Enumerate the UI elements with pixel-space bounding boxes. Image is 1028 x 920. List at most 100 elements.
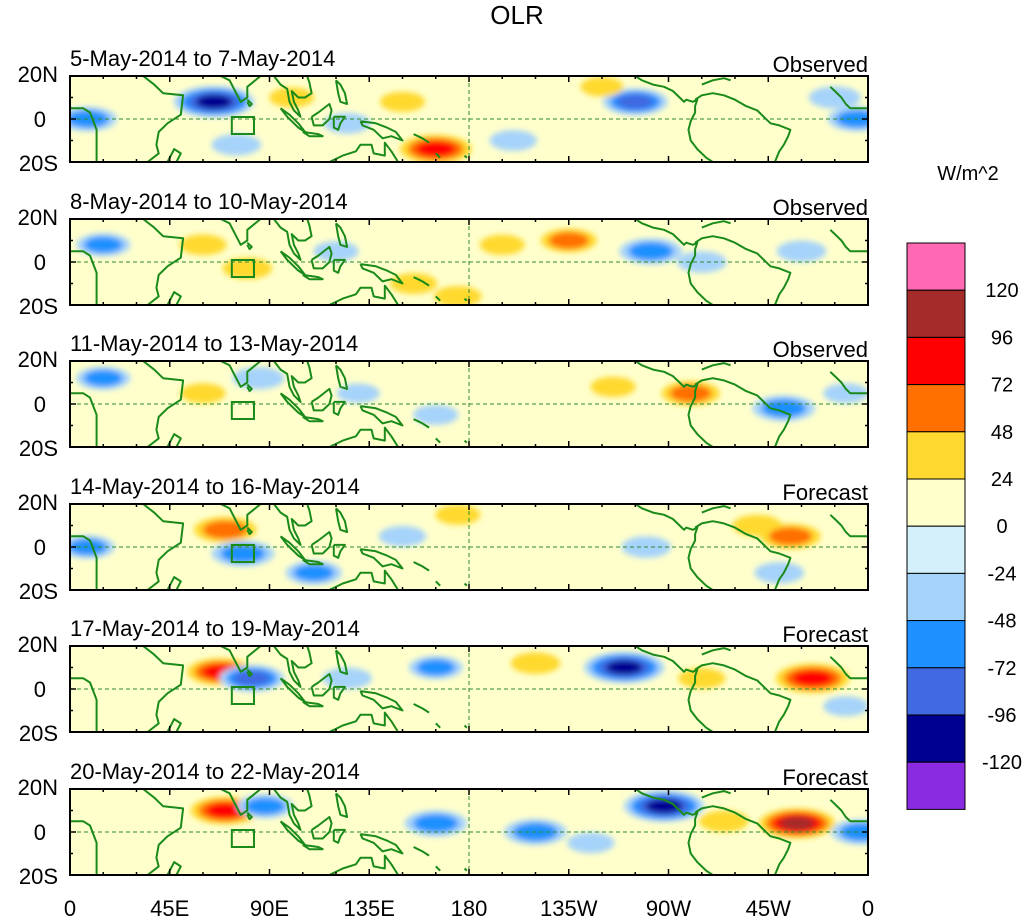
y-tick-label: 20S: [19, 436, 58, 461]
olr-anomaly-contour: [211, 524, 239, 536]
colorbar-level-label: -120: [982, 752, 1022, 774]
coastline: [220, 504, 262, 531]
coastline: [359, 833, 404, 855]
coastline: [701, 505, 731, 514]
panel: 20N 0 20S 5-May-2014 to 7-May-2014 Observed: [18, 46, 869, 176]
colorbar-swatch: [906, 525, 966, 574]
olr-anomaly-contour: [242, 371, 274, 385]
y-tick-label: 0: [34, 107, 46, 132]
olr-anomaly-contour: [424, 662, 448, 673]
coastline: [435, 580, 441, 587]
coastline: [273, 76, 313, 118]
olr-anomaly-contour: [777, 530, 804, 542]
coastline: [694, 377, 792, 447]
coastline: [302, 843, 324, 851]
olr-anomaly-contour: [423, 144, 448, 154]
olr-anomaly-contour: [576, 836, 606, 850]
olr-anomaly-contour: [653, 801, 676, 811]
region-box: [230, 116, 255, 135]
olr-anomaly-contour: [189, 387, 217, 400]
colorbar-swatch: [906, 289, 966, 338]
chart-title: OLR: [490, 0, 543, 30]
colorbar-swatch: [906, 336, 966, 386]
olr-anomaly-contour: [253, 801, 278, 812]
coastline: [694, 235, 792, 305]
colorbar-level-label: 48: [991, 422, 1013, 444]
coastline: [310, 531, 333, 555]
coastline: [463, 582, 468, 587]
coastline: [701, 647, 731, 656]
olr-anomaly-contour: [589, 81, 615, 93]
coastline: [359, 120, 404, 142]
colorbar-level-label: 72: [991, 375, 1013, 397]
y-tick-label: 0: [34, 535, 46, 560]
coastline: [246, 241, 253, 251]
x-tick-label: 135W: [540, 896, 598, 920]
coastline: [413, 418, 430, 429]
olr-anomaly-contour: [91, 239, 115, 250]
coastline: [413, 561, 430, 572]
y-tick-label: 20S: [19, 579, 58, 604]
coastline: [320, 711, 399, 732]
coastline: [335, 792, 349, 818]
olr-anomaly-contour: [188, 238, 218, 252]
panel-date-range: 11-May-2014 to 13-May-2014: [70, 331, 358, 356]
olr-anomaly-contour: [764, 566, 795, 580]
coastline: [273, 504, 313, 546]
coastline: [310, 245, 333, 270]
panel: 20N 0 20S 17-May-2014 to 19-May-2014 Forecas…: [18, 616, 869, 746]
coastline: [166, 576, 182, 590]
coastline: [70, 219, 185, 305]
coastline: [463, 439, 468, 444]
y-tick-label: 20N: [18, 62, 58, 87]
coastline: [273, 789, 313, 831]
coastline: [634, 76, 714, 162]
coastline: [310, 816, 333, 840]
coastline: [332, 400, 346, 416]
x-tick-label: 135E: [344, 896, 395, 920]
coastline: [435, 295, 441, 302]
coastline: [310, 673, 333, 697]
coastline: [359, 548, 404, 570]
olr-anomaly-contour: [301, 567, 326, 578]
colorbar-swatch: [906, 384, 966, 433]
colorbar-level-label: -72: [988, 658, 1017, 680]
coastline: [70, 76, 185, 162]
coastline: [413, 846, 430, 857]
y-tick-label: 20N: [18, 347, 58, 372]
panel-status: Observed: [773, 337, 868, 362]
coastline: [302, 700, 324, 708]
coastline: [435, 152, 441, 159]
panel-date-range: 14-May-2014 to 16-May-2014: [70, 474, 360, 499]
coastline: [70, 820, 98, 875]
olr-anomaly-contour: [613, 663, 636, 672]
region-box: [230, 544, 255, 563]
olr-anomaly-contour: [678, 388, 704, 399]
y-tick-label: 0: [34, 677, 46, 702]
olr-anomaly-contour: [91, 373, 115, 384]
coastline: [320, 284, 399, 305]
coastline: [701, 220, 731, 229]
y-tick-label: 20S: [19, 864, 58, 889]
coastline: [435, 437, 441, 444]
coastline: [332, 115, 346, 131]
coastline: [302, 558, 324, 566]
olr-anomaly-contour: [213, 805, 237, 816]
olr-anomaly-contour: [229, 548, 257, 559]
coastline: [701, 362, 731, 371]
x-tick-label: 45W: [746, 896, 791, 920]
coastline: [220, 789, 262, 816]
panel: 20N 0 20S 8-May-2014 to 10-May-2014 Observed: [18, 189, 869, 319]
olr-anomaly-contour: [422, 817, 450, 829]
y-tick-label: 20S: [19, 721, 58, 746]
olr-anomaly-contour: [444, 508, 472, 521]
coastline: [463, 724, 468, 729]
coastline: [320, 141, 399, 162]
panel-status: Observed: [773, 195, 868, 220]
coastline: [320, 569, 399, 590]
coastline: [701, 77, 731, 86]
y-tick-label: 20N: [18, 205, 58, 230]
panel-status: Forecast: [782, 765, 868, 790]
coastline: [302, 415, 324, 423]
colorbar-swatch: [906, 620, 966, 669]
